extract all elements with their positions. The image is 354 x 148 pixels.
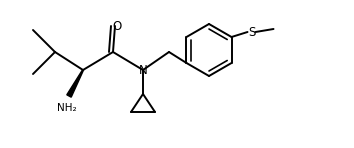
Text: S: S <box>248 25 255 38</box>
Text: N: N <box>139 63 147 77</box>
Text: O: O <box>112 20 122 33</box>
Polygon shape <box>67 70 84 97</box>
Text: NH₂: NH₂ <box>57 103 77 113</box>
